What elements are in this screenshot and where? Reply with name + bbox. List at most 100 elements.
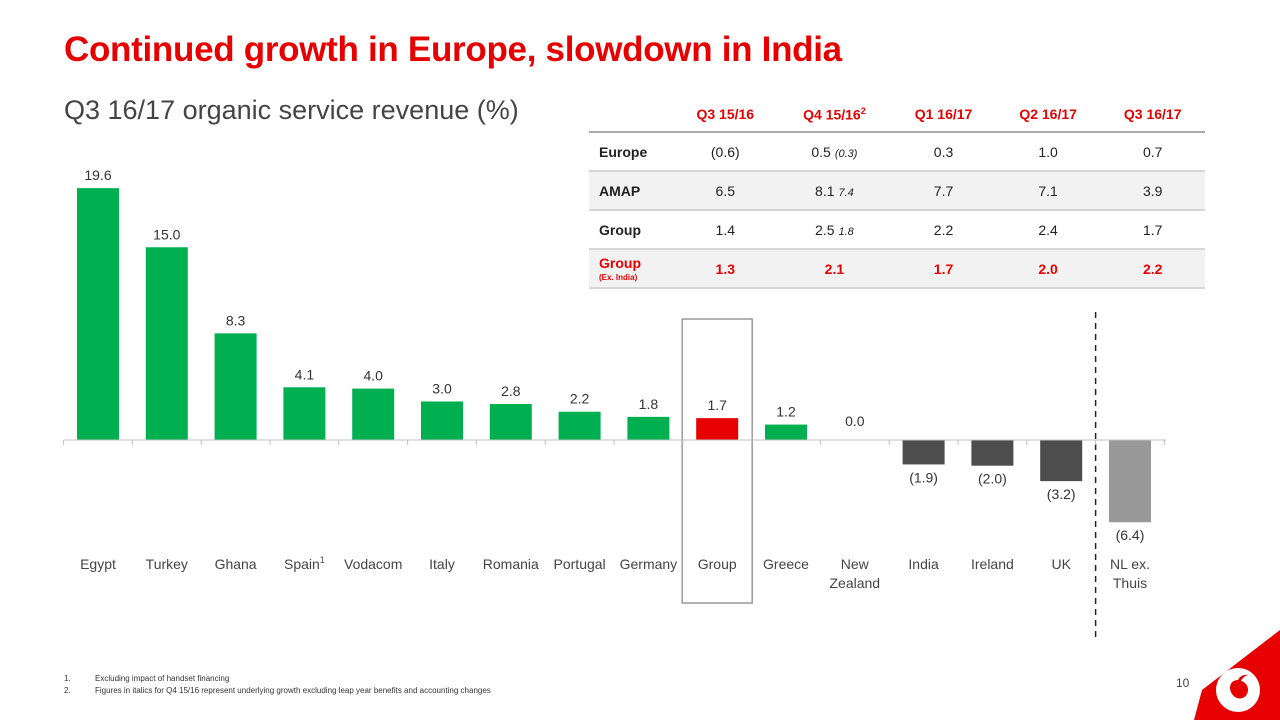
footnote-1: 1. Excluding impact of handset financing (64, 673, 491, 685)
category-label: Turkey (146, 556, 188, 572)
category-label: Thuis (1113, 575, 1147, 591)
table-row: Group (Ex. India) 1.3 2.1 1.7 2.0 2.2 (589, 249, 1205, 289)
table-cell: 2.0 (995, 249, 1101, 289)
table-row-label: Group (589, 210, 673, 250)
data-label: 4.1 (295, 366, 315, 382)
table-cell: 1.0 (995, 132, 1101, 172)
table-cell: 1.7 (1100, 210, 1205, 250)
highlight-box (681, 318, 753, 604)
table-row: Europe (0.6) 0.5 (0.3) 0.3 1.0 0.7 (589, 132, 1205, 172)
footnote-2-marker: 2 (860, 105, 866, 116)
footnote-1-marker: 1 (320, 555, 325, 565)
category-label: India (908, 556, 939, 572)
table-cell: 7.1 (995, 171, 1101, 211)
bar-italy (421, 401, 463, 440)
data-label: 1.2 (776, 404, 796, 420)
category-label: Vodacom (344, 556, 402, 572)
data-label: 19.6 (84, 167, 111, 183)
vodafone-logo-icon (1194, 630, 1280, 720)
category-label: Portugal (554, 556, 606, 572)
category-label: Greece (763, 556, 809, 572)
data-label: 4.0 (363, 368, 383, 384)
table-header-q4-1516: Q4 15/162 (777, 97, 892, 133)
table-row-sublabel: (Ex. India) (599, 273, 638, 282)
table-row-label: Europe (589, 132, 673, 172)
table-cell: 1.7 (891, 249, 996, 289)
table-row-label: AMAP (589, 171, 673, 211)
bar-vodacom (352, 388, 395, 440)
bar-egypt (77, 188, 119, 440)
table-cell: 2.5 1.8 (777, 210, 892, 250)
data-label: (2.0) (978, 471, 1007, 487)
table-cell: 0.3 (891, 132, 996, 172)
table-cell: 1.4 (673, 210, 778, 250)
category-label: New (841, 556, 870, 572)
category-label: Egypt (80, 556, 116, 572)
data-label: 3.0 (432, 380, 452, 396)
footnote-text: Excluding impact of handset financing (95, 674, 230, 683)
bar-romania (489, 404, 532, 440)
revenue-table: Q3 15/16 Q4 15/162 Q1 16/17 Q2 16/17 Q3 … (589, 97, 1205, 289)
table-header-q1-1617: Q1 16/17 (891, 97, 996, 133)
category-label: NL ex. (1110, 556, 1150, 572)
table-row: AMAP 6.5 8.1 7.4 7.7 7.1 3.9 (589, 171, 1205, 211)
table-cell: 6.5 (673, 171, 778, 211)
table-cell-italic-note: 1.8 (838, 225, 854, 238)
table-header-q3-1516: Q3 15/16 (673, 97, 778, 133)
bar-spain (283, 387, 326, 440)
table-cell: 2.4 (995, 210, 1101, 250)
bar-ireland (971, 440, 1014, 466)
table-header-q3-1617: Q3 16/17 (1100, 97, 1205, 133)
data-label: 1.7 (707, 397, 727, 413)
chart-subtitle: Q3 16/17 organic service revenue (%) (64, 95, 519, 125)
footnotes: 1. Excluding impact of handset financing… (64, 673, 491, 697)
table-cell: 8.1 7.4 (777, 171, 892, 211)
data-label: (3.2) (1047, 486, 1076, 502)
category-label: Ghana (215, 556, 257, 572)
data-label: (6.4) (1116, 527, 1145, 543)
table-cell: 2.2 (1100, 249, 1205, 289)
table-row-label: Group (Ex. India) (589, 249, 673, 289)
category-label: Group (698, 556, 737, 572)
bar-chart: 19.6 Egypt 15.0 Turkey 8.3 Ghana 4.1 Spain1 4.0 V… (63, 167, 1166, 640)
category-label: UK (1051, 556, 1071, 572)
table-header-q2-1617: Q2 16/17 (995, 97, 1101, 133)
table-header-row: Q3 15/16 Q4 15/162 Q1 16/17 Q2 16/17 Q3 … (589, 97, 1205, 133)
table-corner-cell (589, 97, 673, 133)
page-number: 10 (1176, 676, 1190, 690)
data-label: (1.9) (909, 469, 938, 485)
data-label: 0.0 (845, 413, 865, 429)
table-cell: 2.1 (777, 249, 892, 289)
table-cell-italic-note: 7.4 (838, 186, 854, 199)
category-label: Spain1 (284, 555, 325, 572)
data-label: 1.8 (639, 396, 659, 412)
footnote-text: Figures in italics for Q4 15/16 represen… (95, 686, 491, 695)
data-label: 2.2 (570, 391, 590, 407)
table-row: Group 1.4 2.5 1.8 2.2 2.4 1.7 (589, 210, 1205, 250)
table-cell: 7.7 (891, 171, 996, 211)
category-label: Italy (429, 556, 455, 572)
data-label: 8.3 (226, 312, 246, 328)
page-title: Continued growth in Europe, slowdown in … (64, 30, 842, 69)
table-cell: 1.3 (673, 249, 778, 289)
bar-turkey (145, 247, 188, 440)
table-cell: 3.9 (1100, 171, 1205, 211)
bar-ghana (214, 333, 257, 440)
bar-portugal (558, 411, 601, 440)
table-cell: (0.6) (673, 132, 778, 172)
bar-india (902, 440, 945, 465)
footnote-number: 1. (64, 674, 71, 683)
footnote-number: 2. (64, 686, 71, 695)
table-cell-italic-note: (0.3) (834, 147, 858, 160)
bar-uk (1040, 440, 1083, 482)
data-label: 15.0 (153, 226, 180, 242)
bar-germany (627, 416, 670, 440)
category-label: Ireland (971, 556, 1014, 572)
bar-greece (765, 424, 807, 440)
category-label: Romania (483, 556, 539, 572)
category-label: Zealand (830, 575, 881, 591)
bar-group (696, 418, 739, 440)
category-label: Germany (620, 556, 678, 572)
footnote-2: 2. Figures in italics for Q4 15/16 repre… (64, 685, 491, 697)
table-cell: 2.2 (891, 210, 996, 250)
